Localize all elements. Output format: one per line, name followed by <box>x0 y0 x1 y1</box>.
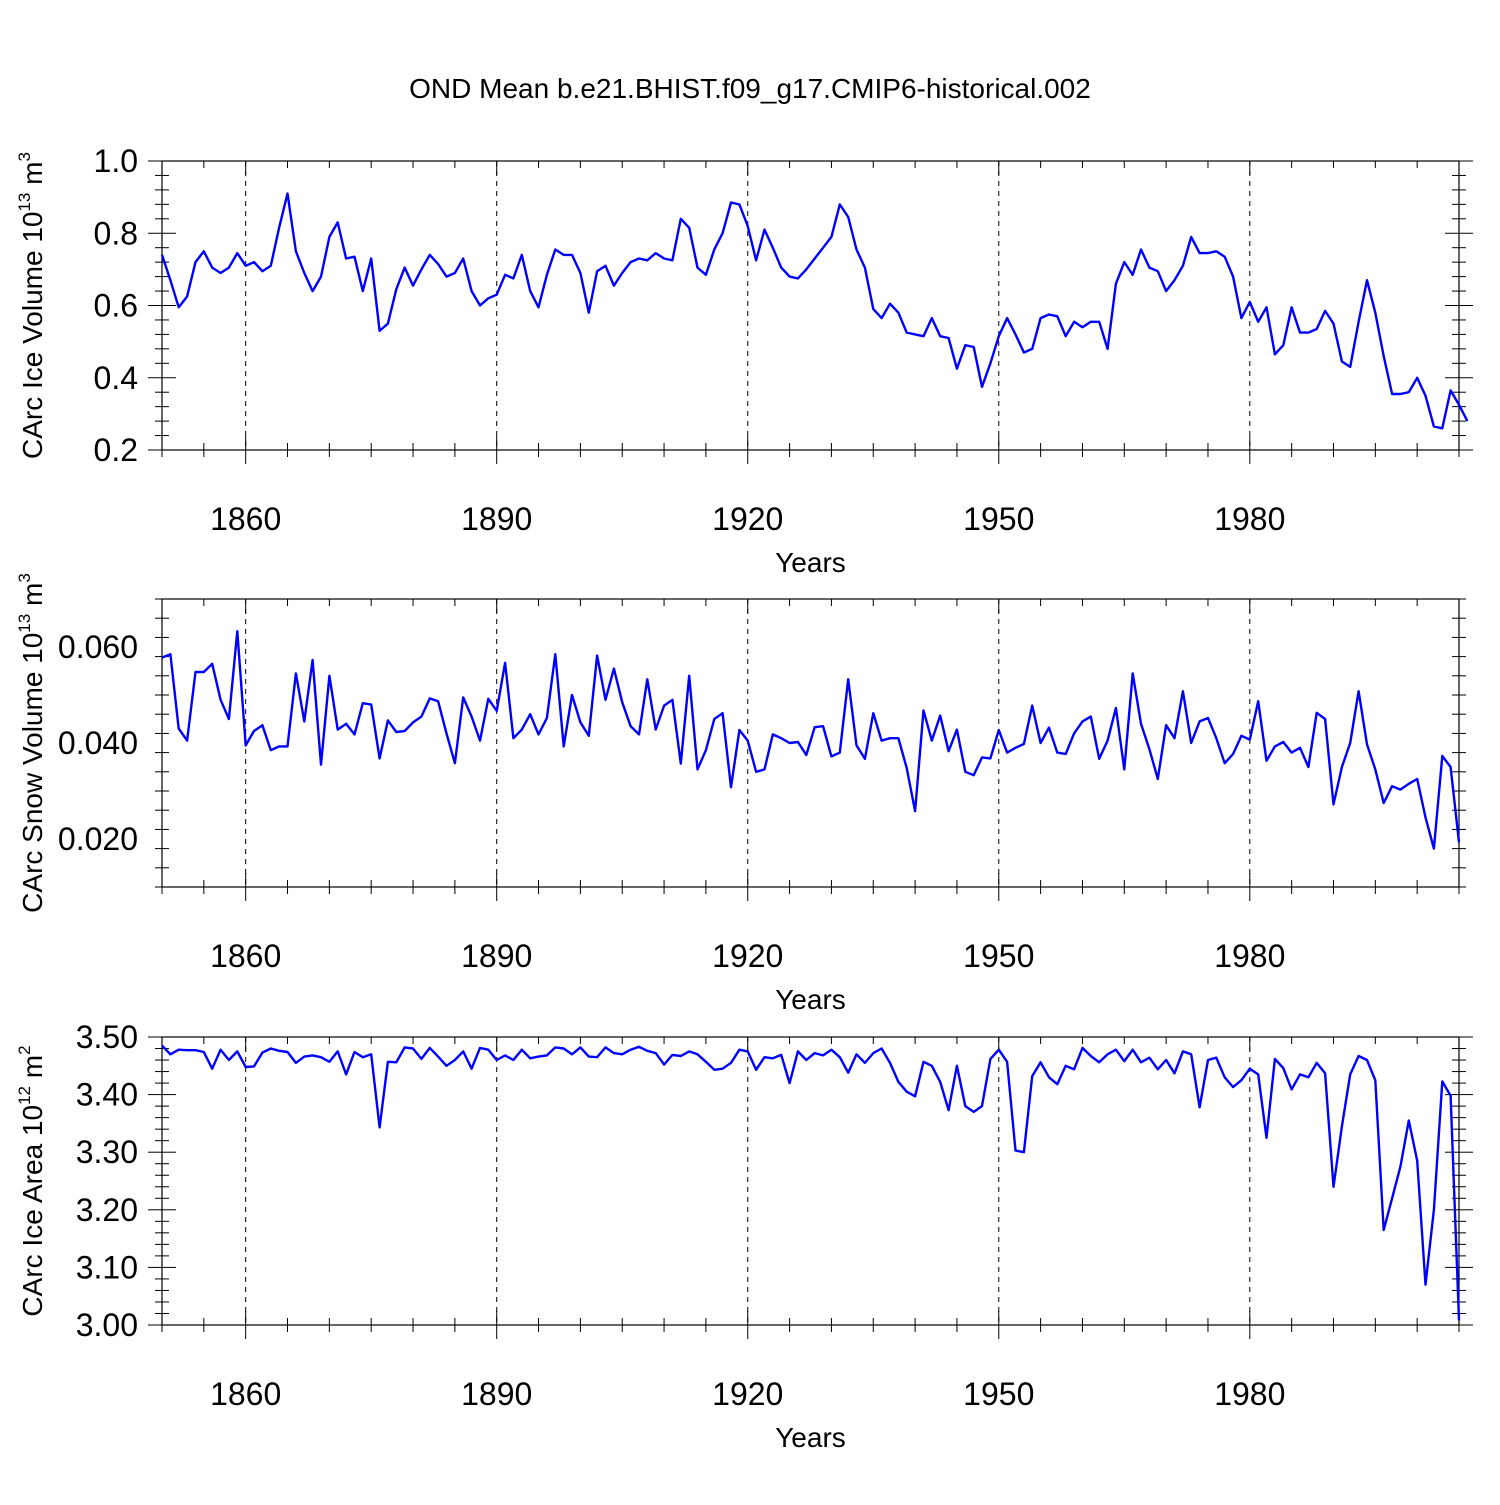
y-axis-label: CArc Snow Volume 1013 m3 <box>15 573 48 913</box>
x-axis-label: Years <box>775 547 846 578</box>
x-tick-label: 1980 <box>1214 1376 1285 1412</box>
x-tick-label: 1890 <box>461 1376 532 1412</box>
y-axis-label: CArc Ice Volume 1013 m3 <box>15 152 48 459</box>
x-tick-label: 1950 <box>963 1376 1034 1412</box>
y-tick-label: 3.00 <box>76 1307 138 1343</box>
x-tick-label: 1920 <box>712 1376 783 1412</box>
plot-frame <box>161 160 1460 451</box>
y-tick-label: 0.020 <box>58 821 138 857</box>
y-tick-label: 0.4 <box>94 360 138 396</box>
x-tick-label: 1890 <box>461 938 532 974</box>
x-tick-label: 1860 <box>210 938 281 974</box>
y-tick-label: 0.6 <box>94 288 138 324</box>
y-tick-label: 0.2 <box>94 432 138 468</box>
x-tick-label: 1860 <box>210 501 281 537</box>
x-tick-label: 1920 <box>712 938 783 974</box>
y-tick-label: 3.20 <box>76 1192 138 1228</box>
x-tick-label: 1860 <box>210 1376 281 1412</box>
y-tick-label: 3.30 <box>76 1134 138 1170</box>
y-tick-label: 0.8 <box>94 215 138 251</box>
series-line <box>161 1044 1461 1321</box>
y-tick-label: 3.40 <box>76 1077 138 1113</box>
x-tick-label: 1980 <box>1214 938 1285 974</box>
x-tick-label: 1950 <box>963 501 1034 537</box>
y-tick-label: 0.040 <box>58 725 138 761</box>
x-tick-label: 1980 <box>1214 501 1285 537</box>
y-tick-label: 0.060 <box>58 629 138 665</box>
figure-title: OND Mean b.e21.BHIST.f09_g17.CMIP6-histo… <box>409 73 1091 104</box>
y-tick-label: 3.50 <box>76 1019 138 1055</box>
x-tick-label: 1950 <box>963 938 1034 974</box>
x-tick-label: 1890 <box>461 501 532 537</box>
panel-2: 0.020 0.040 0.060 1860 1890 1920 1950 1980 Years… <box>15 573 1466 1015</box>
panel-3: 3.00 3.10 3.20 3.30 3.40 3.50 1860 1890 1920 1950… <box>15 1019 1473 1453</box>
plot-frame <box>161 598 1460 888</box>
plot-frame <box>161 1036 1460 1326</box>
y-tick-label: 3.10 <box>76 1249 138 1285</box>
x-axis-label: Years <box>775 984 846 1015</box>
series-line <box>161 630 1461 850</box>
series-line <box>160 192 1469 430</box>
x-axis-label: Years <box>775 1422 846 1453</box>
x-tick-label: 1920 <box>712 501 783 537</box>
panel-1: 0.2 0.4 0.6 0.8 1.0 1860 1890 1920 1950 1980 Years… <box>15 143 1473 578</box>
y-axis-label: CArc Ice Area 1012 m2 <box>15 1045 48 1316</box>
y-tick-label: 1.0 <box>94 143 138 179</box>
